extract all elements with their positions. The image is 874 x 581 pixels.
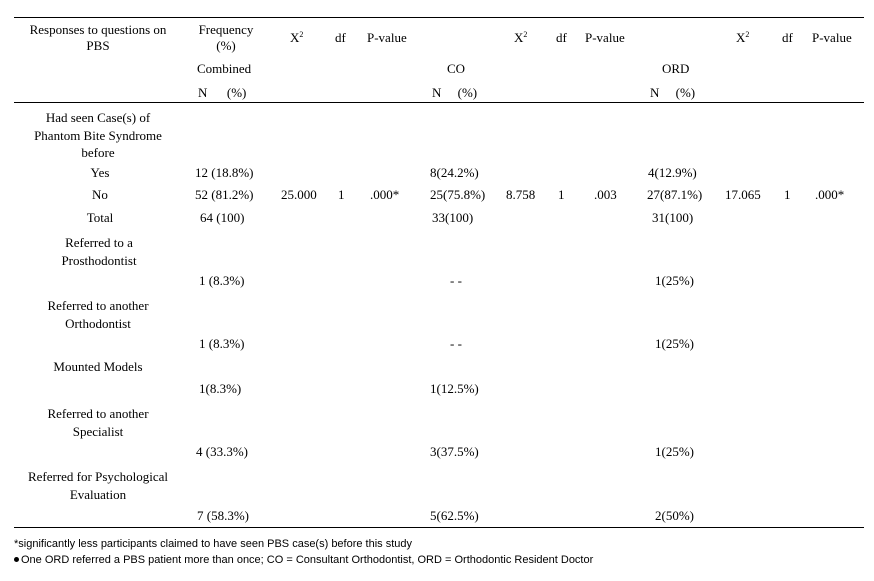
q2-co: - -	[450, 273, 462, 288]
header-rule	[14, 102, 864, 103]
header-df-co: df	[556, 30, 567, 45]
footnote-abbreviations: One ORD referred a PBS patient more than…	[14, 553, 593, 567]
q6-label: Referred for Psychological Evaluation	[27, 469, 169, 502]
q5-label: Referred to another Specialist	[47, 406, 149, 439]
n-pct-ord: N (%)	[650, 85, 696, 100]
header-p-co: P-value	[585, 30, 625, 45]
q2-label: Referred to a Prosthodontist	[61, 235, 137, 268]
no-df-co: 1	[558, 187, 565, 202]
no-df-combined: 1	[338, 187, 345, 202]
q5-combined: 4 (33.3%)	[196, 444, 248, 459]
no-ord: 27(87.1%)	[647, 187, 703, 202]
header-chi-combined: X2	[290, 30, 304, 45]
q6-ord: 2(50%)	[655, 508, 694, 523]
q4-combined: 1(8.3%)	[199, 381, 242, 396]
header-responses: Responses to questions on PBS	[29, 22, 167, 53]
footnote-abbreviations-text: One ORD referred a PBS patient more than…	[21, 554, 594, 566]
group-ord: ORD	[662, 61, 690, 76]
no-chi-combined: 25.000	[281, 187, 317, 202]
q6-combined: 7 (58.3%)	[197, 508, 249, 523]
header-p-ord: P-value	[812, 30, 852, 45]
bottom-rule	[14, 527, 864, 528]
header-df-ord: df	[782, 30, 793, 45]
total-combined: 64 (100)	[200, 210, 245, 225]
total-label: Total	[86, 210, 114, 225]
footnote-significance: *significantly less participants claimed…	[14, 538, 413, 550]
no-label: No	[92, 187, 108, 202]
q4-label: Mounted Models	[53, 359, 143, 374]
no-p-ord: .000*	[815, 187, 845, 202]
q1-label: Had seen Case(s) of Phantom Bite Syndrom…	[34, 110, 162, 160]
q3-label: Referred to another Orthodontist	[47, 298, 149, 331]
group-co: CO	[447, 61, 466, 76]
header-chi-co: X2	[514, 30, 528, 45]
total-ord: 31(100)	[652, 210, 694, 225]
yes-co: 8(24.2%)	[430, 165, 479, 180]
q5-ord: 1(25%)	[655, 444, 694, 459]
header-chi-ord: X2	[736, 30, 750, 45]
yes-label: Yes	[90, 165, 110, 180]
no-p-combined: .000*	[370, 187, 400, 202]
q5-co: 3(37.5%)	[430, 444, 479, 459]
yes-combined: 12 (18.8%)	[195, 165, 254, 180]
q3-co: - -	[450, 336, 462, 351]
no-chi-ord: 17.065	[725, 187, 761, 202]
no-combined: 52 (81.2%)	[195, 187, 254, 202]
total-co: 33(100)	[432, 210, 474, 225]
n-pct-co: N (%)	[432, 85, 478, 100]
top-rule	[14, 17, 864, 18]
no-p-co: .003	[594, 187, 617, 202]
no-chi-co: 8.758	[506, 187, 536, 202]
q4-co: 1(12.5%)	[430, 381, 479, 396]
yes-ord: 4(12.9%)	[648, 165, 697, 180]
q3-combined: 1 (8.3%)	[199, 336, 245, 351]
q6-co: 5(62.5%)	[430, 508, 479, 523]
group-combined: Combined	[197, 61, 252, 76]
header-frequency: Frequency (%)	[198, 22, 254, 53]
no-co: 25(75.8%)	[430, 187, 486, 202]
n-pct-combined: N (%)	[198, 85, 247, 100]
header-p-combined: P-value	[367, 30, 407, 45]
no-df-ord: 1	[784, 187, 791, 202]
q2-ord: 1(25%)	[655, 273, 694, 288]
q3-ord: 1(25%)	[655, 336, 694, 351]
q2-combined: 1 (8.3%)	[199, 273, 245, 288]
header-df-combined: df	[335, 30, 346, 45]
bullet-icon	[14, 557, 19, 562]
